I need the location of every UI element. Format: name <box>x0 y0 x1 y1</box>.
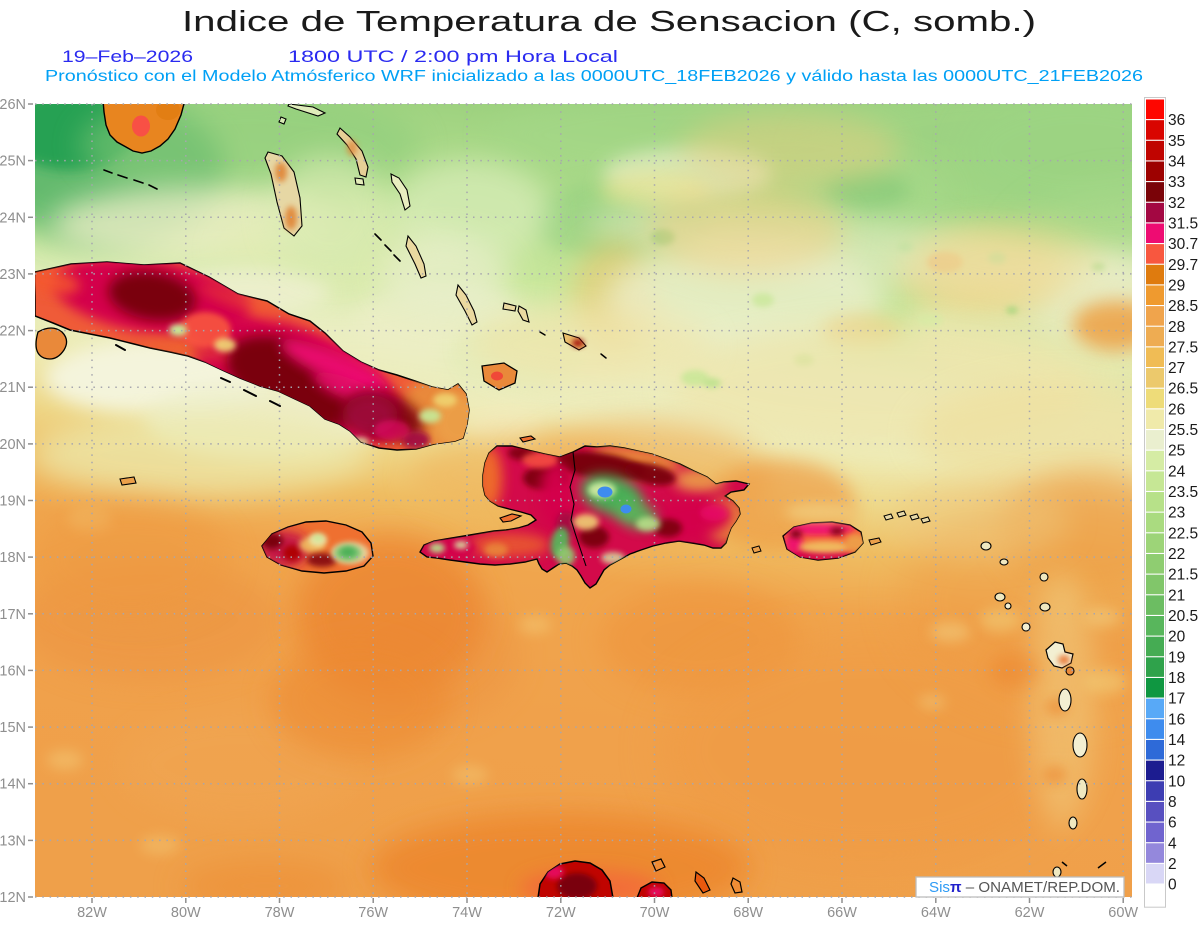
svg-text:26: 26 <box>1168 401 1185 418</box>
svg-text:80W: 80W <box>171 905 201 921</box>
svg-text:29: 29 <box>1168 277 1185 294</box>
svg-text:17: 17 <box>1168 691 1185 708</box>
svg-text:34: 34 <box>1168 154 1186 171</box>
svg-text:24: 24 <box>1168 463 1186 480</box>
svg-text:60W: 60W <box>1108 905 1138 921</box>
svg-text:82W: 82W <box>77 905 107 921</box>
svg-text:25.5: 25.5 <box>1168 422 1198 439</box>
svg-text:17N: 17N <box>0 607 26 623</box>
svg-text:68W: 68W <box>733 905 763 921</box>
svg-text:24N: 24N <box>0 210 26 226</box>
svg-text:20.5: 20.5 <box>1168 608 1198 625</box>
svg-text:21.5: 21.5 <box>1168 567 1198 584</box>
svg-text:21N: 21N <box>0 380 26 396</box>
svg-text:19: 19 <box>1168 649 1185 666</box>
svg-text:30.7: 30.7 <box>1168 236 1198 253</box>
svg-text:14N: 14N <box>0 777 26 793</box>
svg-text:33: 33 <box>1168 174 1185 191</box>
svg-text:12: 12 <box>1168 753 1185 770</box>
svg-text:2: 2 <box>1168 856 1177 873</box>
svg-text:25: 25 <box>1168 443 1185 460</box>
svg-text:20N: 20N <box>0 437 26 453</box>
svg-text:22.5: 22.5 <box>1168 525 1198 542</box>
svg-text:4: 4 <box>1168 835 1177 852</box>
svg-text:16: 16 <box>1168 711 1185 728</box>
svg-text:23: 23 <box>1168 505 1185 522</box>
svg-text:28: 28 <box>1168 319 1185 336</box>
svg-text:23N: 23N <box>0 267 26 283</box>
svg-text:15N: 15N <box>0 720 26 736</box>
svg-text:35: 35 <box>1168 133 1185 150</box>
svg-text:1800 UTC / 2:00 pm Hora Local: 1800 UTC / 2:00 pm Hora Local <box>288 47 618 66</box>
svg-text:31.5: 31.5 <box>1168 216 1198 233</box>
svg-text:32: 32 <box>1168 195 1185 212</box>
svg-text:18: 18 <box>1168 670 1185 687</box>
svg-text:62W: 62W <box>1015 905 1045 921</box>
svg-text:22: 22 <box>1168 546 1185 563</box>
svg-text:72W: 72W <box>546 905 576 921</box>
svg-text:36: 36 <box>1168 112 1185 129</box>
svg-text:0: 0 <box>1168 877 1177 894</box>
svg-text:20: 20 <box>1168 629 1186 646</box>
svg-text:74W: 74W <box>452 905 482 921</box>
svg-text:78W: 78W <box>265 905 295 921</box>
svg-text:70W: 70W <box>640 905 670 921</box>
svg-text:Pronóstico con el Modelo Atmós: Pronóstico con el Modelo Atmósferico WRF… <box>45 68 1143 85</box>
svg-text:18N: 18N <box>0 550 26 566</box>
svg-text:23.5: 23.5 <box>1168 484 1198 501</box>
svg-text:8: 8 <box>1168 794 1177 811</box>
svg-text:22N: 22N <box>0 324 26 340</box>
svg-text:21: 21 <box>1168 587 1185 604</box>
svg-text:25N: 25N <box>0 154 26 170</box>
svg-text:6: 6 <box>1168 815 1177 832</box>
svg-text:10: 10 <box>1168 773 1186 790</box>
svg-text:76W: 76W <box>358 905 388 921</box>
svg-text:27: 27 <box>1168 360 1185 377</box>
svg-text:13N: 13N <box>0 833 26 849</box>
svg-text:26.5: 26.5 <box>1168 381 1198 398</box>
svg-text:12N: 12N <box>0 890 26 906</box>
svg-text:28.5: 28.5 <box>1168 298 1198 315</box>
svg-text:26N: 26N <box>0 97 26 113</box>
svg-text:64W: 64W <box>921 905 951 921</box>
svg-text:66W: 66W <box>827 905 857 921</box>
svg-text:19–Feb–2026: 19–Feb–2026 <box>62 47 193 66</box>
svg-text:Indice de Temperatura de Sensa: Indice de Temperatura de Sensacion (C, s… <box>182 6 1036 38</box>
svg-text:14: 14 <box>1168 732 1186 749</box>
svg-text:29.7: 29.7 <box>1168 257 1198 274</box>
svg-text:Sisπ – ONAMET/REP.DOM.: Sisπ – ONAMET/REP.DOM. <box>929 879 1120 896</box>
svg-text:16N: 16N <box>0 663 26 679</box>
svg-text:19N: 19N <box>0 494 26 510</box>
svg-text:27.5: 27.5 <box>1168 339 1198 356</box>
